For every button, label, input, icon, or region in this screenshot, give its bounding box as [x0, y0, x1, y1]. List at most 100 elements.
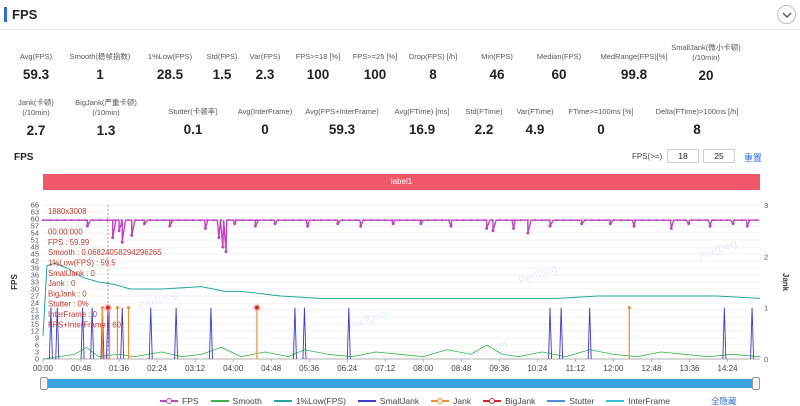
- fps-point: [234, 219, 237, 222]
- legend-item-smalljank[interactable]: SmallJank: [357, 396, 419, 406]
- fps-point: [491, 219, 494, 222]
- stat-stats_row2-2: Stutter(卡顿率) 0.1: [133, 107, 253, 138]
- chevron-down-icon: [782, 12, 792, 18]
- y-tick-label: 48: [31, 243, 39, 252]
- fps-dip-point: [731, 222, 735, 226]
- jank-point: [100, 306, 105, 310]
- fps-point: [719, 219, 722, 222]
- collapse-button[interactable]: [777, 5, 796, 24]
- slider-handle-left[interactable]: [40, 377, 48, 390]
- fps-point: [754, 219, 758, 222]
- series-fps-line: [43, 219, 760, 252]
- label-band[interactable]: label1: [43, 174, 760, 190]
- fps-point: [305, 219, 308, 222]
- fps-chart[interactable]: 0369121518212427303336394245485154576063…: [0, 190, 800, 376]
- fps-point: [220, 219, 223, 222]
- fps-point: [319, 219, 323, 222]
- fps-dip-point: [419, 222, 423, 226]
- stat-stats_row2-3: Avg(InterFrame) 0: [205, 107, 325, 138]
- x-tick-label: 08:00: [413, 364, 434, 373]
- fps-point: [469, 219, 472, 222]
- stat-stats_row1-8: Min(FPS) 46: [437, 52, 557, 83]
- y-tick-label: 36: [31, 271, 39, 280]
- y-tick-label: 51: [31, 236, 39, 245]
- fps-point: [163, 219, 166, 222]
- stat-label: Std(FPS): [206, 52, 238, 61]
- watermark-text: PerfDog: [137, 288, 179, 313]
- legend-item-interframe[interactable]: InterFrame: [606, 396, 670, 406]
- fps-point: [141, 219, 144, 222]
- y-tick-label: 24: [31, 299, 39, 308]
- legend-item-fps[interactable]: FPS: [160, 396, 199, 406]
- smalljank-spike: [148, 307, 153, 360]
- legend-swatch-icon: [483, 397, 502, 405]
- stat-stats_row2-5: Avg(FTime) [ms] 16.9: [362, 107, 482, 138]
- jank-point: [627, 306, 631, 310]
- smalljank-spike: [722, 307, 727, 360]
- fps-dip-point: [203, 226, 207, 230]
- stat-stats_row2-6: Std(FTime) 2.2: [424, 107, 544, 138]
- x-tick-label: 04:48: [261, 364, 282, 373]
- x-tick-label: 11:12: [566, 364, 586, 373]
- x-tick-label: 06:24: [337, 364, 358, 373]
- fps-dip-point: [512, 226, 516, 230]
- stat-label: Avg(FPS): [19, 52, 53, 61]
- fps-point: [647, 219, 651, 222]
- x-tick-label: 12:00: [603, 364, 624, 373]
- stat-stats_row1-5: FPS>=18 [%] 100: [258, 52, 378, 83]
- fps-dip-point: [608, 222, 612, 226]
- threshold-high-input[interactable]: [703, 149, 735, 163]
- fps-point: [448, 219, 451, 222]
- y-tick-label: 33: [31, 278, 39, 287]
- y-tick-label: 39: [31, 264, 39, 273]
- chart-legend: FPS Smooth 1%Low(FPS) SmallJank Jank BigJank S…: [160, 395, 682, 406]
- watermark-text: PerfDog: [697, 238, 739, 263]
- y-tick-label: 18: [31, 313, 39, 322]
- legend-swatch-icon: [160, 397, 178, 405]
- fps-dip-point: [221, 245, 225, 249]
- fps-point: [312, 219, 316, 222]
- time-range-slider[interactable]: [44, 379, 759, 388]
- fps-point: [262, 219, 266, 222]
- fps-point: [683, 219, 686, 222]
- stat-stats_row2-9: Delta(FTime)>100ms [/h] 8: [637, 107, 757, 138]
- legend-item-jank[interactable]: Jank: [431, 396, 471, 406]
- fps-point: [576, 219, 579, 222]
- fps-point: [91, 219, 95, 222]
- fps-point: [341, 219, 344, 222]
- fps-point: [633, 219, 636, 222]
- legend-swatch-icon: [357, 397, 376, 405]
- fps-point: [705, 219, 708, 222]
- fps-dip-point: [224, 250, 228, 254]
- legend-item-smooth[interactable]: Smooth: [210, 396, 262, 406]
- fps-point: [255, 219, 259, 222]
- fps-point: [227, 219, 230, 222]
- stat-stats_row2-8: FTime>=100ms [%] 0: [541, 107, 661, 138]
- slider-handle-right[interactable]: [752, 377, 760, 390]
- fps-point: [555, 219, 558, 222]
- fps-point: [626, 219, 629, 222]
- stat-value: 8: [693, 122, 701, 137]
- y-tick-label: 54: [31, 229, 39, 238]
- hide-all-button[interactable]: 全隐藏: [711, 396, 737, 406]
- x-tick-label: 02:24: [147, 364, 168, 373]
- stat-label: FPS>=18 [%]: [295, 52, 341, 61]
- fps-dip-point: [142, 222, 146, 226]
- tooltip-line: 1880x3008: [48, 207, 87, 216]
- fps-dip-point: [85, 224, 89, 228]
- bigjank-point: [254, 305, 259, 310]
- fps-point: [106, 219, 109, 222]
- legend-label: 1%Low(FPS): [295, 395, 346, 406]
- legend-item-1-low-fps-[interactable]: 1%Low(FPS): [273, 395, 346, 406]
- fps-dip-point: [130, 233, 134, 237]
- fps-point: [676, 219, 679, 222]
- reset-button[interactable]: 重置: [744, 153, 763, 163]
- x-tick-label: 10:24: [527, 364, 548, 373]
- fps-point: [612, 219, 615, 222]
- legend-item-bigjank[interactable]: BigJank: [483, 396, 535, 406]
- smalljank-spike: [302, 307, 307, 360]
- x-tick-label: 12:48: [641, 364, 662, 373]
- threshold-low-input[interactable]: [667, 149, 699, 163]
- fps-dip-point: [217, 236, 221, 240]
- legend-item-stutter[interactable]: Stutter: [547, 396, 594, 406]
